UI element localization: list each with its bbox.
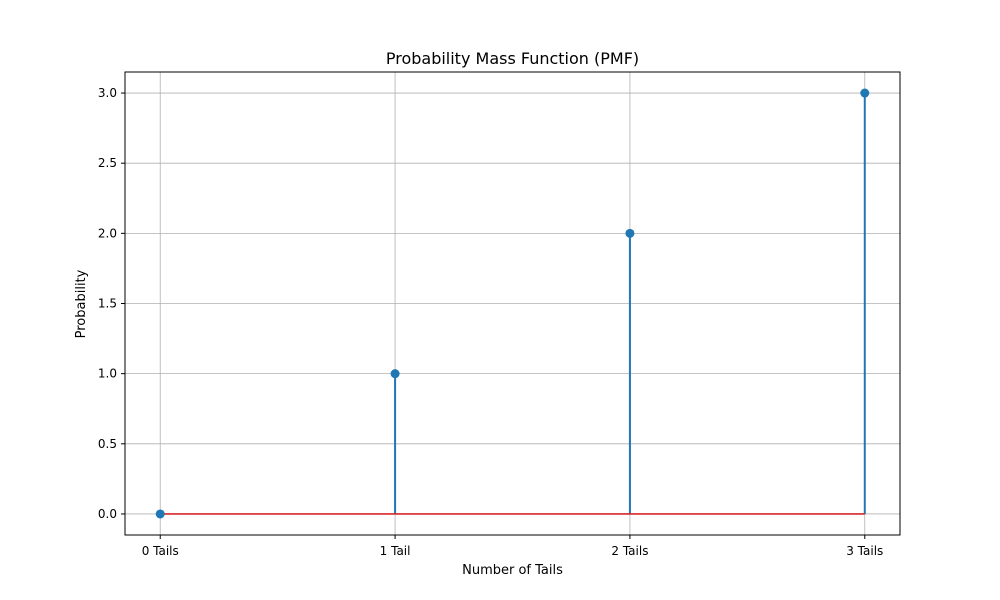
stems: [394, 93, 866, 514]
stem-marker: [625, 228, 635, 238]
plot-frame: [124, 71, 901, 536]
x-tick-label: 2 Tails: [611, 544, 648, 558]
stem-marker: [860, 88, 870, 98]
x-axis-ticks: 0 Tails 1 Tail 2 Tails 3 Tails: [142, 535, 883, 558]
chart-title: Probability Mass Function (PMF): [386, 49, 639, 68]
y-tick-label: 2.0: [98, 226, 117, 240]
stem-marker: [390, 369, 400, 379]
y-tick-label: 0.5: [98, 437, 117, 451]
y-tick-label: 3.0: [98, 86, 117, 100]
stem-marker: [155, 509, 165, 519]
markers: [155, 88, 870, 519]
y-tick-label: 1.0: [98, 367, 117, 381]
x-tick-label: 0 Tails: [142, 544, 179, 558]
y-axis-ticks: 0.0 0.5 1.0 1.5 2.0 2.5 3.0: [98, 86, 125, 521]
x-axis-label: Number of Tails: [462, 563, 563, 578]
y-tick-label: 2.5: [98, 156, 117, 170]
grid: [125, 72, 900, 535]
y-axis-label: Probability: [74, 269, 89, 338]
x-tick-label: 1 Tail: [380, 544, 411, 558]
y-tick-label: 0.0: [98, 507, 117, 521]
y-tick-label: 1.5: [98, 297, 117, 311]
x-tick-label: 3 Tails: [846, 544, 883, 558]
